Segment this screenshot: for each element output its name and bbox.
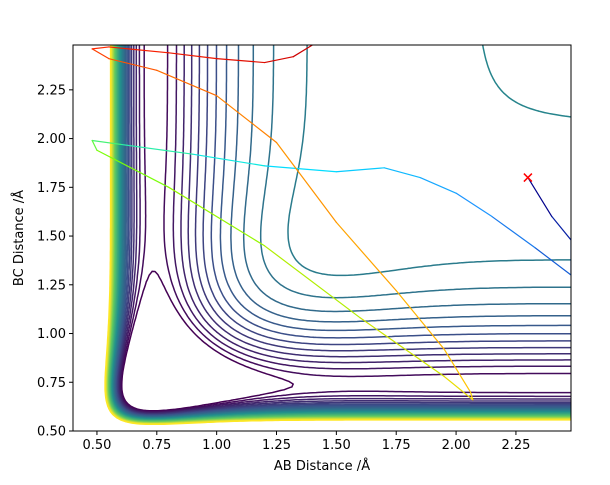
trajectory-segment — [156, 69, 218, 97]
x-tick-label: 1.25 — [262, 438, 291, 453]
y-axis-ticks: 0.50 0.75 1.00 1.25 1.50 1.75 2.00 2.25 — [37, 83, 73, 440]
trajectory-segment — [108, 46, 170, 54]
x-tick-label: 1.50 — [322, 438, 351, 453]
trajectory-segment — [91, 46, 110, 50]
x-axis-ticks: 0.50 0.75 1.00 1.25 1.50 1.75 2.00 2.25 — [82, 431, 530, 453]
x-tick-label: 0.50 — [82, 438, 111, 453]
trajectory-segment — [263, 165, 337, 173]
trajectory-segment — [455, 192, 493, 218]
contour-line — [104, 45, 571, 426]
y-axis-label: BC Distance /Å — [11, 190, 27, 286]
trajectory-segment — [263, 245, 361, 319]
trajectory-segment — [469, 391, 474, 401]
y-tick-label: 0.75 — [37, 376, 66, 391]
trajectory-line — [91, 45, 571, 401]
trajectory-segment — [192, 153, 266, 167]
trajectory-segment — [292, 45, 314, 58]
trajectory-segment — [120, 143, 194, 155]
trajectory-segment — [443, 375, 474, 401]
trajectory-segment — [383, 167, 421, 179]
trajectory-segment — [551, 215, 571, 241]
trajectory-segment — [96, 149, 170, 188]
trajectory-segment — [168, 186, 266, 247]
x-tick-label: 0.75 — [142, 438, 171, 453]
trajectory-segment — [216, 58, 266, 64]
contour-line — [120, 45, 571, 413]
y-tick-label: 1.50 — [37, 230, 66, 245]
x-tick-label: 2.25 — [501, 438, 530, 453]
trajectory-segment — [216, 95, 278, 144]
trajectory-segment — [168, 52, 218, 60]
trajectory-segment — [263, 56, 294, 64]
trajectory-segment — [419, 176, 457, 194]
y-tick-label: 1.75 — [37, 181, 66, 196]
trajectory-segment — [335, 167, 385, 173]
trajectory-segment — [275, 141, 337, 224]
trajectory-segment — [91, 139, 122, 146]
trajectory-segment — [91, 139, 98, 151]
x-tick-label: 1.00 — [202, 438, 231, 453]
trajectory-segment — [443, 348, 472, 393]
y-tick-label: 2.00 — [37, 132, 66, 147]
y-tick-label: 0.50 — [37, 425, 66, 440]
trajectory-segment — [395, 290, 445, 350]
y-tick-label: 2.25 — [37, 83, 66, 98]
trajectory-segment — [491, 215, 536, 249]
y-tick-label: 1.00 — [37, 327, 66, 342]
start-point-marker — [523, 173, 533, 183]
trajectory-segment — [335, 221, 397, 292]
x-tick-label: 2.00 — [442, 438, 471, 453]
trajectory-segment — [91, 48, 110, 60]
trajectory-segment — [108, 58, 158, 71]
trajectory-segment — [359, 317, 445, 378]
y-tick-label: 1.25 — [37, 278, 66, 293]
trajectory-segment — [527, 176, 553, 218]
plot-frame — [72, 44, 572, 432]
x-axis-label: AB Distance /Å — [274, 458, 370, 474]
start-marker-group — [523, 173, 533, 183]
contour-line — [121, 270, 294, 412]
trajectory-segment — [534, 247, 571, 276]
x-tick-label: 1.75 — [382, 438, 411, 453]
